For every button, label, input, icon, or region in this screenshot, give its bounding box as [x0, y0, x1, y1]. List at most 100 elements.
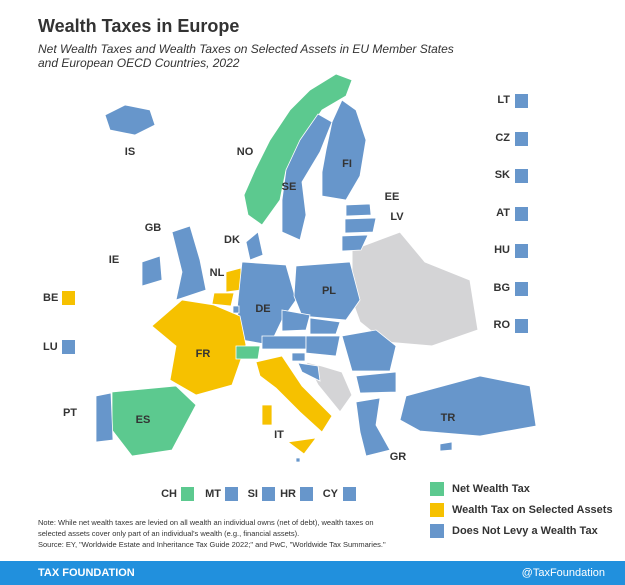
- country-swatch: [515, 169, 528, 183]
- country-label: RO: [494, 319, 511, 331]
- title: Wealth Taxes in Europe: [38, 16, 239, 36]
- country-label: LU: [43, 341, 58, 353]
- country-shape: [295, 457, 301, 463]
- country-label: ES: [136, 414, 151, 426]
- country-label: CZ: [495, 132, 510, 144]
- country-label: TR: [441, 412, 456, 424]
- country-labels: IS NO SE FI EE LV DK GB IE NL DE PL FR ES PT IT GR TR LT CZ…: [43, 94, 528, 501]
- country-swatch: [300, 487, 313, 501]
- country-label: FI: [342, 158, 352, 170]
- legend-label: Does Not Levy a Wealth Tax: [452, 525, 599, 537]
- legend-swatch: [430, 482, 444, 496]
- legend-swatch: [430, 503, 444, 517]
- country-swatch: [181, 487, 194, 501]
- legend-label: Net Wealth Tax: [452, 483, 531, 495]
- country-shape: [293, 261, 361, 321]
- country-label: GB: [145, 222, 162, 234]
- country-shape: [355, 371, 397, 394]
- country-label: DK: [224, 234, 240, 246]
- country-label: PT: [63, 407, 77, 419]
- country-label: LT: [497, 94, 510, 106]
- country-shape: [305, 335, 341, 357]
- country-shape: [281, 309, 311, 332]
- country-shape: [104, 104, 156, 136]
- country-label: CY: [323, 488, 339, 500]
- legend: Net Wealth Tax Wealth Tax on Selected Ass…: [430, 482, 613, 538]
- country-shape: [225, 267, 242, 293]
- country-shape: [245, 231, 264, 261]
- country-swatch: [62, 291, 75, 305]
- country-shape: [95, 392, 114, 443]
- country-label: CH: [161, 488, 177, 500]
- source: Source: EY, "Worldwide Estate and Inheri…: [38, 540, 386, 549]
- country-shape: [261, 404, 273, 426]
- country-shape: [141, 255, 163, 287]
- country-swatch: [343, 487, 356, 501]
- country-shape: [399, 375, 537, 437]
- country-swatch: [515, 207, 528, 221]
- country-shape: [297, 362, 321, 382]
- country-shape: [171, 225, 207, 301]
- note: Note: While net wealth taxes are levied …: [38, 518, 374, 527]
- legend-label: Wealth Tax on Selected Assets: [452, 504, 613, 516]
- country-label: GR: [390, 451, 407, 463]
- country-label: SK: [495, 169, 510, 181]
- country-shape: [211, 292, 235, 307]
- country-label: IT: [274, 429, 284, 441]
- country-swatch: [515, 282, 528, 296]
- country-shape: [243, 73, 353, 226]
- country-swatch: [262, 487, 275, 501]
- country-label: MT: [205, 488, 221, 500]
- country-shape: [151, 299, 247, 396]
- country-shape: [232, 305, 240, 314]
- country-swatch: [515, 132, 528, 146]
- country-label: PL: [322, 285, 336, 297]
- country-label: IS: [125, 146, 135, 158]
- country-label: BE: [43, 292, 58, 304]
- country-label: IE: [109, 254, 119, 266]
- country-label: FR: [196, 348, 211, 360]
- note: selected assets cover only part of an in…: [38, 529, 299, 538]
- country-shape: [235, 345, 261, 360]
- footer-bar: [0, 561, 625, 585]
- country-label: LV: [390, 211, 404, 223]
- country-shape: [341, 234, 369, 252]
- legend-swatch: [430, 524, 444, 538]
- country-shape: [261, 335, 307, 350]
- country-shape: [439, 441, 453, 452]
- non-covered-countries: [305, 231, 479, 413]
- country-label: BG: [494, 282, 511, 294]
- footer-handle: @TaxFoundation: [522, 567, 605, 579]
- country-shape: [355, 397, 391, 457]
- country-label: SE: [282, 181, 297, 193]
- country-label: NL: [210, 267, 225, 279]
- country-label: HR: [280, 488, 296, 500]
- country-label: AT: [496, 207, 510, 219]
- country-shape: [321, 99, 367, 201]
- subtitle: and European OECD Countries, 2022: [38, 56, 240, 70]
- country-shape: [341, 329, 397, 372]
- country-shape: [255, 355, 333, 433]
- country-swatch: [515, 319, 528, 333]
- country-swatch: [515, 244, 528, 258]
- footer-brand: TAX FOUNDATION: [38, 567, 135, 579]
- country-swatch: [515, 94, 528, 108]
- country-shape: [111, 385, 197, 457]
- subtitle: Net Wealth Taxes and Wealth Taxes on Sel…: [38, 42, 454, 56]
- country-label: DE: [255, 303, 270, 315]
- country-label: NO: [237, 146, 254, 158]
- country-shape: [291, 352, 306, 362]
- country-swatch: [62, 340, 75, 354]
- country-shape: [345, 203, 372, 217]
- country-shapes: [95, 73, 537, 463]
- other-country: [351, 231, 479, 347]
- country-shape: [286, 437, 317, 455]
- country-shape: [309, 317, 341, 335]
- country-label: HU: [494, 244, 510, 256]
- country-shape: [344, 217, 377, 234]
- country-swatch: [225, 487, 238, 501]
- country-label: EE: [385, 191, 400, 203]
- country-label: SI: [248, 488, 258, 500]
